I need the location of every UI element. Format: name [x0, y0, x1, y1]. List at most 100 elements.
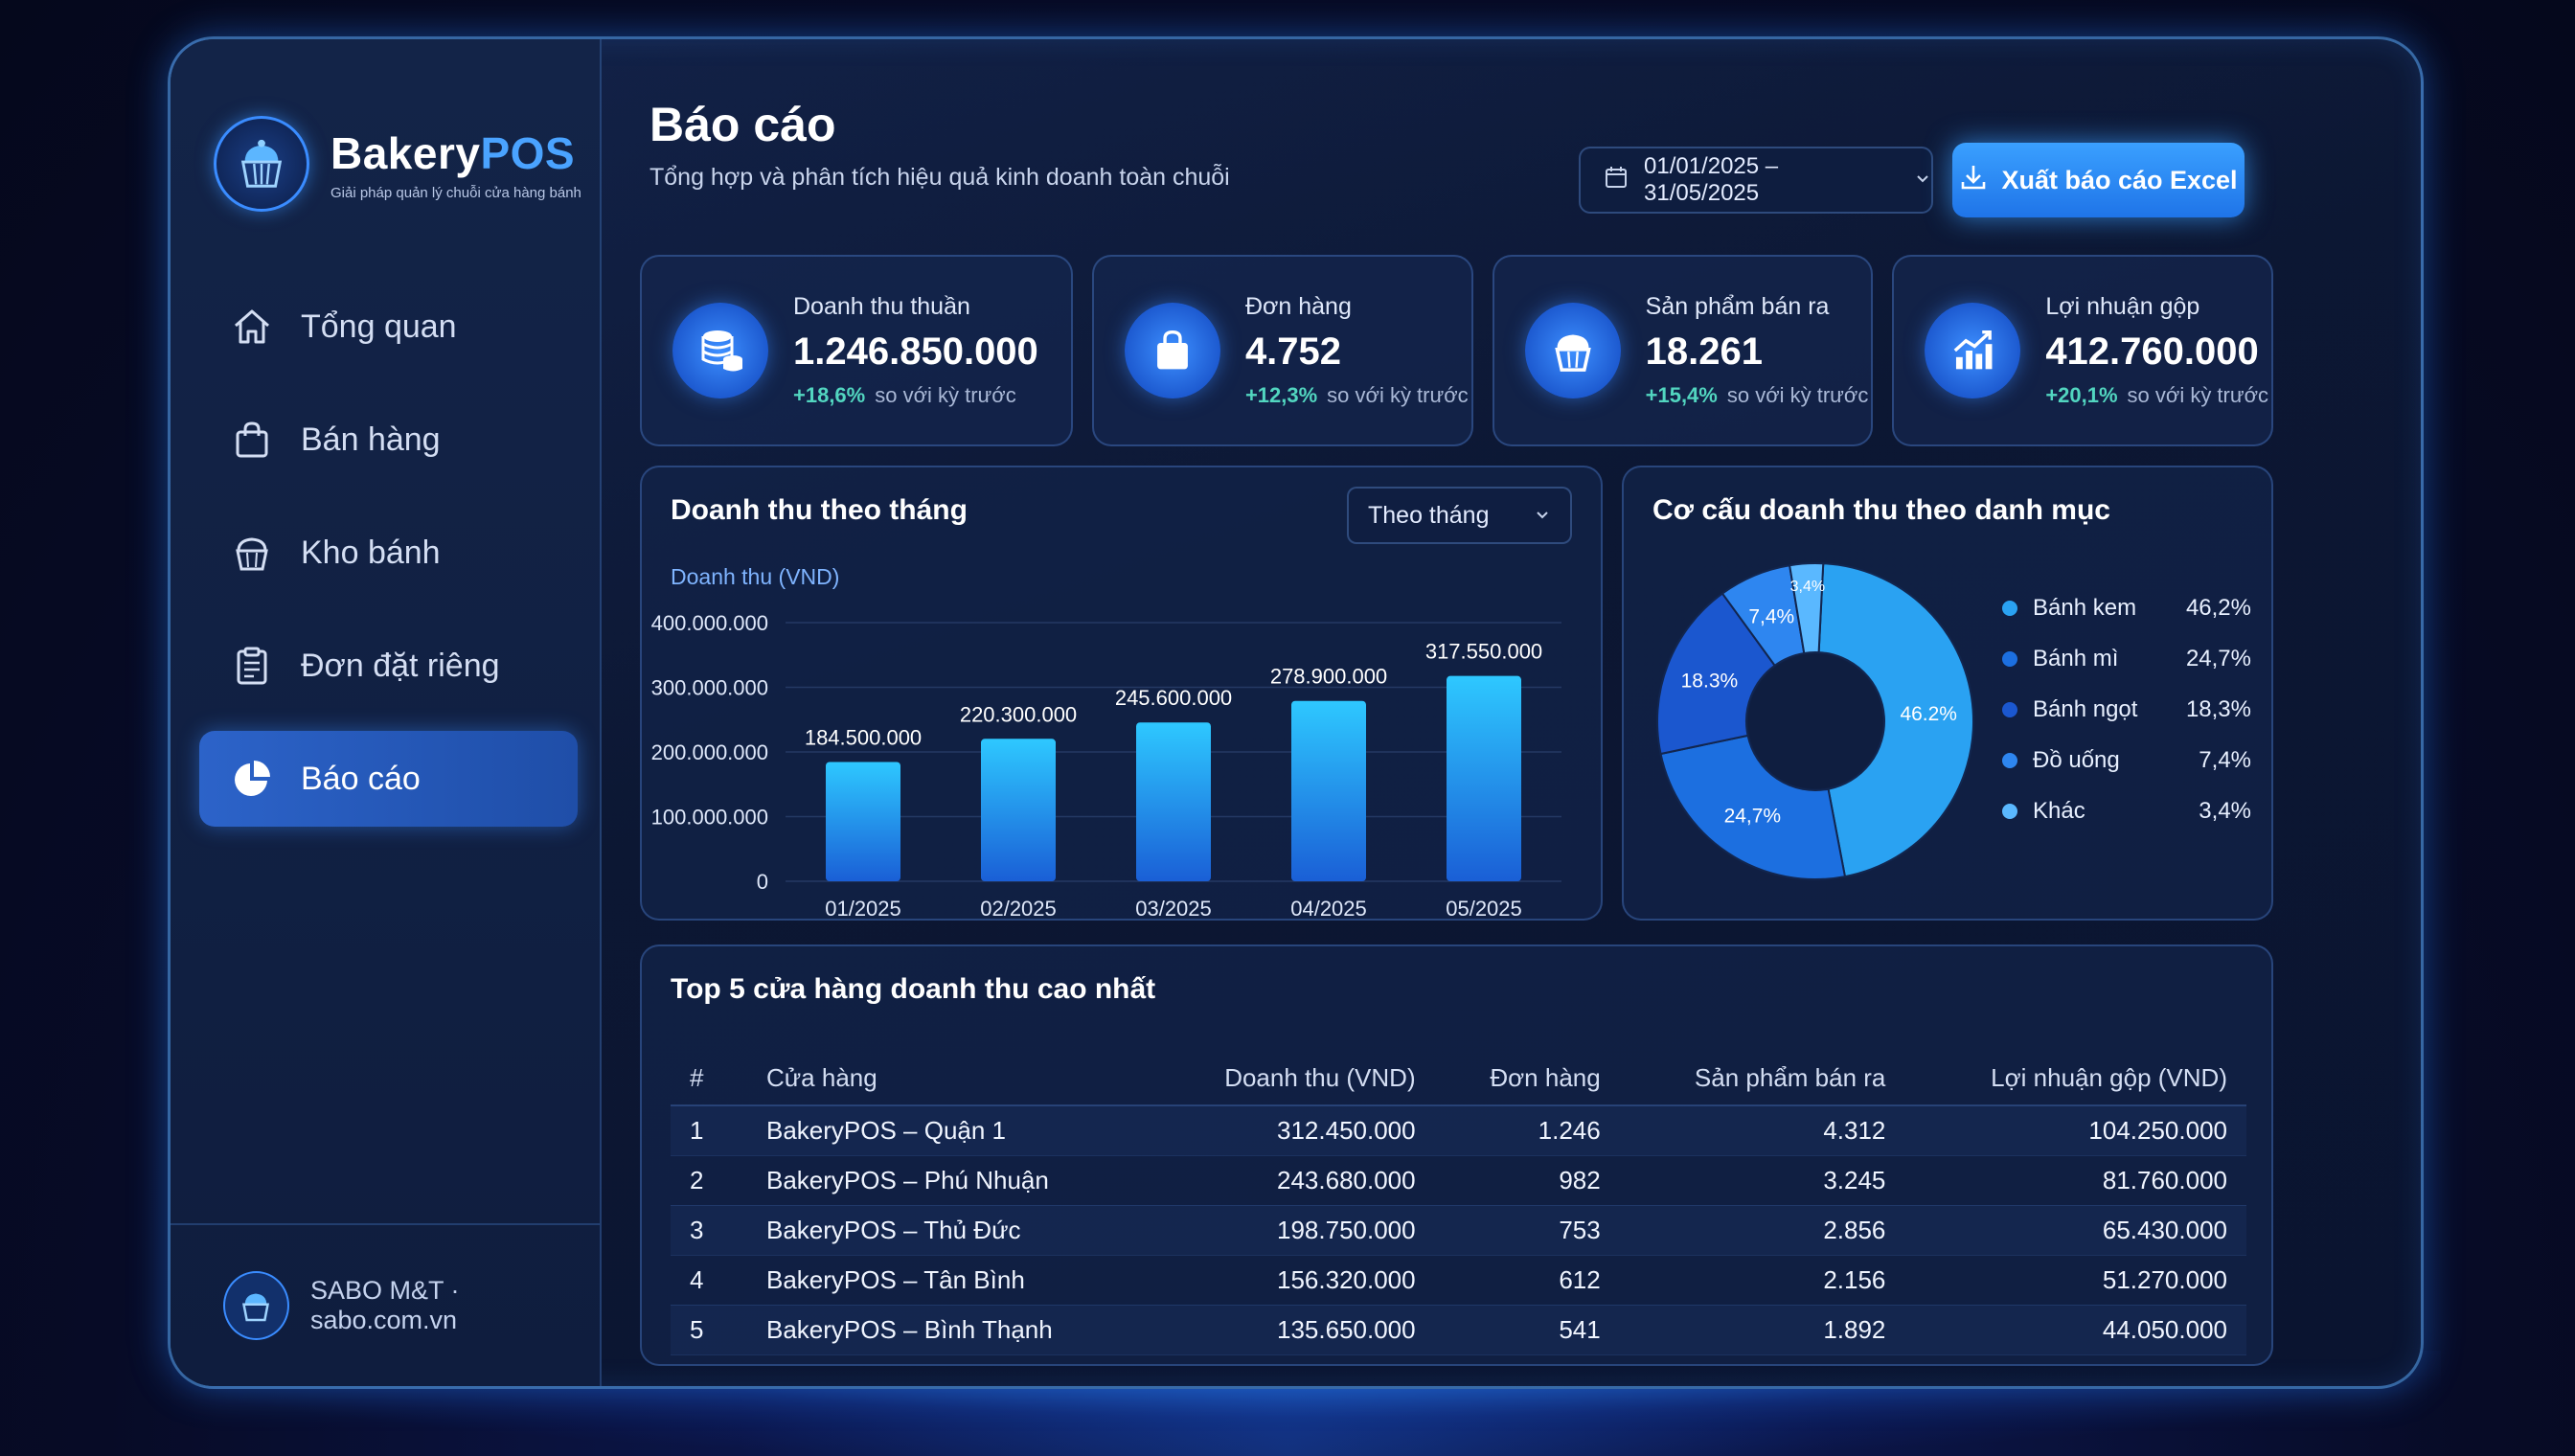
chevron-down-icon [1914, 167, 1931, 193]
category-donut-chart: 46.2% 24,7% 18.3% 7,4% 3,4% [1656, 562, 1974, 880]
legend-swatch [2002, 803, 2017, 819]
legend-item[interactable]: Khác 3,4% [2002, 785, 2251, 836]
cell-profit: 51.270.000 [1904, 1255, 2246, 1306]
bar[interactable] [1447, 675, 1521, 881]
brand-tagline: Giải pháp quản lý chuỗi cửa hàng bánh [330, 184, 581, 201]
sidebar-item-don-dat-rieng[interactable]: Đơn đặt riêng [199, 618, 578, 714]
sidebar-item-label: Báo cáo [301, 760, 421, 797]
cell-revenue: 135.650.000 [1150, 1305, 1435, 1355]
x-tick-label: 02/2025 [980, 897, 1057, 920]
cell-store: BakeryPOS – Tân Bình [747, 1255, 1150, 1306]
period-select-value: Theo tháng [1368, 501, 1490, 529]
coins-icon [672, 303, 768, 398]
legend-item[interactable]: Đồ uống 7,4% [2002, 735, 2251, 785]
y-tick-label: 0 [757, 870, 768, 894]
table-row[interactable]: 5 BakeryPOS – Bình Thạnh 135.650.000 541… [671, 1305, 2246, 1355]
bar-value-label: 220.300.000 [960, 702, 1077, 726]
x-tick-label: 04/2025 [1290, 897, 1367, 920]
sidebar-item-tong-quan[interactable]: Tổng quan [199, 279, 578, 375]
app-window: BakeryPOS Giải pháp quản lý chuỗi cửa hà… [168, 36, 2424, 1389]
donut-hole [1748, 654, 1882, 788]
bar-value-label: 317.550.000 [1425, 640, 1542, 664]
y-axis-label: Doanh thu (VND) [671, 564, 839, 589]
stat-label: Lợi nhuận gộp [2045, 293, 2200, 320]
y-tick-label: 400.000.000 [651, 611, 768, 635]
legend-label: Khác [2033, 797, 2085, 824]
stat-card-revenue[interactable]: Doanh thu thuần 1.246.850.000 +18,6% so v… [640, 255, 1073, 446]
legend-swatch [2002, 600, 2017, 616]
bar[interactable] [1291, 700, 1366, 881]
legend-item[interactable]: Bánh mì 24,7% [2002, 633, 2251, 684]
sidebar-item-bao-cao[interactable]: Báo cáo [199, 731, 578, 827]
stat-trend: +20,1% so với kỳ trước [2045, 383, 2269, 407]
legend-item[interactable]: Bánh kem 46,2% [2002, 582, 2251, 633]
table-row[interactable]: 3 BakeryPOS – Thủ Đức 198.750.000 753 2.… [671, 1205, 2246, 1256]
panel-title: Top 5 cửa hàng doanh thu cao nhất [671, 973, 1156, 1005]
table-row[interactable]: 2 BakeryPOS – Phú Nhuận 243.680.000 982 … [671, 1155, 2246, 1206]
cupcake-logo-icon [223, 1271, 289, 1340]
slice-label: 18.3% [1681, 670, 1739, 692]
bar[interactable] [826, 762, 900, 881]
export-excel-button[interactable]: Xuất báo cáo Excel [1952, 143, 2245, 217]
cell-rank: 5 [671, 1305, 747, 1355]
donut-slice[interactable] [1656, 592, 1777, 756]
panel-title: Cơ cấu doanh thu theo danh mục [1652, 494, 2110, 526]
cell-orders: 612 [1434, 1255, 1620, 1306]
legend-swatch [2002, 650, 2017, 667]
stat-label: Đơn hàng [1244, 293, 1352, 320]
x-tick-label: 05/2025 [1446, 897, 1522, 920]
cell-profit: 104.250.000 [1904, 1105, 2246, 1156]
legend-swatch [2002, 752, 2017, 768]
stat-value: 1.246.850.000 [793, 330, 1038, 373]
bar[interactable] [1136, 722, 1211, 881]
donut-slice[interactable] [1817, 562, 1974, 878]
sidebar-item-kho-banh[interactable]: Kho bánh [199, 505, 578, 601]
monthly-revenue-bar-chart: Doanh thu (VND) 0 100.000.000 200.000.000 30… [651, 564, 1561, 920]
bar-value-label: 278.900.000 [1270, 665, 1387, 689]
table-row[interactable]: 1 BakeryPOS – Quận 1 312.450.000 1.246 4… [671, 1105, 2246, 1156]
donut-slice[interactable] [1659, 734, 1847, 880]
footer-text: SABO M&T · sabo.com.vn [309, 1276, 460, 1334]
sidebar: BakeryPOS Giải pháp quản lý chuỗi cửa hà… [171, 39, 602, 1386]
bar-value-label: 245.600.000 [1115, 686, 1232, 710]
cell-revenue: 243.680.000 [1150, 1155, 1435, 1206]
stat-label: Doanh thu thuần [793, 293, 970, 320]
panel-title: Doanh thu theo tháng [671, 494, 968, 526]
page-subtitle: Tổng hợp và phân tích hiệu quả kinh doan… [649, 164, 1230, 191]
period-select[interactable]: Theo tháng [1347, 487, 1572, 544]
donut-slice[interactable] [1788, 562, 1825, 655]
date-range-picker[interactable]: 01/01/2025 – 31/05/2025 [1579, 147, 1933, 214]
legend-item[interactable]: Bánh ngọt 18,3% [2002, 684, 2251, 735]
cell-store: BakeryPOS – Phú Nhuận [747, 1155, 1150, 1206]
slice-label: 7,4% [1748, 606, 1794, 628]
slice-label: 3,4% [1790, 579, 1825, 595]
stat-value: 4.752 [1244, 330, 1342, 373]
sidebar-item-label: Đơn đặt riêng [301, 647, 500, 684]
column-header: Sản phẩm bán ra [1619, 1052, 1905, 1106]
cell-revenue: 312.450.000 [1150, 1105, 1435, 1156]
stat-card-gross-profit[interactable]: Lợi nhuận gộp 412.760.000 +20,1% so với k… [1892, 255, 2273, 446]
x-tick-label: 01/2025 [825, 897, 901, 920]
date-range-value: 01/01/2025 – 31/05/2025 [1644, 153, 1779, 206]
column-header: # [671, 1052, 747, 1106]
stat-card-products-sold[interactable]: Sản phẩm bán ra 18.261 +15,4% so với kỳ t… [1492, 255, 1874, 446]
cell-store: BakeryPOS – Thủ Đức [747, 1205, 1150, 1256]
category-revenue-panel: Cơ cấu doanh thu theo danh mục 46.2% 24,7… [1622, 466, 2273, 921]
bar[interactable] [981, 739, 1056, 881]
stat-value: 412.760.000 [2045, 330, 2259, 373]
stat-trend: +18,6% so với kỳ trước [793, 383, 1016, 407]
legend-value: 7,4% [2199, 746, 2251, 773]
cell-profit: 65.430.000 [1904, 1205, 2246, 1256]
calendar-icon [1604, 165, 1629, 196]
page-title: Báo cáo [649, 98, 836, 151]
shopping-bag-icon [1124, 303, 1220, 398]
stat-card-orders[interactable]: Đơn hàng 4.752 +12,3% so với kỳ trước [1091, 255, 1473, 446]
legend-swatch [2002, 701, 2017, 717]
cell-rank: 3 [671, 1205, 747, 1256]
sidebar-item-ban-hang[interactable]: Bán hàng [199, 392, 578, 488]
table-row[interactable]: 4 BakeryPOS – Tân Bình 156.320.000 612 2… [671, 1255, 2246, 1306]
legend-value: 24,7% [2185, 645, 2251, 671]
monthly-revenue-panel: Doanh thu theo tháng Theo tháng Doanh th… [640, 466, 1603, 921]
cell-rank: 1 [671, 1105, 747, 1156]
brand[interactable]: BakeryPOS Giải pháp quản lý chuỗi cửa hà… [214, 116, 581, 212]
